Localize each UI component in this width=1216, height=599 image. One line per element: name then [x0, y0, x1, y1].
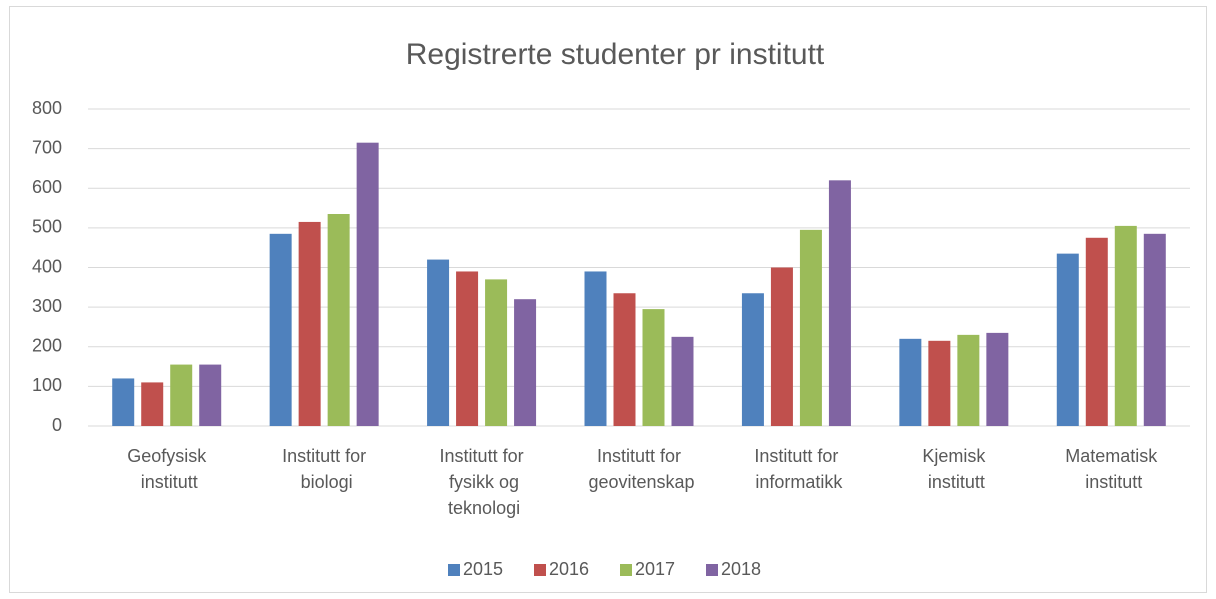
bar [170, 364, 193, 426]
legend-swatch [706, 564, 718, 576]
bar [485, 279, 508, 426]
bar [199, 364, 222, 426]
legend-swatch [448, 564, 460, 576]
bar [269, 233, 292, 426]
x-tick-label: Institutt for informatikk [750, 446, 843, 492]
bar [456, 271, 479, 426]
chart-frame [9, 6, 1207, 593]
bar [899, 338, 922, 426]
bar [327, 214, 350, 426]
bar [298, 221, 321, 426]
y-tick-label: 700 [32, 137, 62, 157]
bar [427, 259, 450, 426]
bar [828, 180, 851, 426]
bar [770, 267, 793, 426]
bar [799, 229, 822, 426]
bar [642, 309, 665, 426]
y-tick-label: 300 [32, 296, 62, 316]
bar [928, 340, 951, 426]
bar [356, 142, 379, 426]
legend-label: 2016 [549, 559, 589, 579]
bar [1143, 233, 1166, 426]
legend-swatch [534, 564, 546, 576]
bar [584, 271, 607, 426]
y-tick-label: 0 [52, 415, 62, 435]
bar [514, 299, 537, 426]
x-tick-label: Institutt for biologi [282, 446, 366, 492]
x-tick-label: Institutt for geovitenskap [583, 446, 694, 492]
y-tick-label: 200 [32, 336, 62, 356]
y-tick-label: 800 [32, 98, 62, 118]
bar [112, 378, 135, 426]
bar [741, 293, 764, 426]
legend-label: 2018 [721, 559, 761, 579]
y-tick-label: 400 [32, 256, 62, 276]
bar [1114, 225, 1137, 426]
bar [986, 332, 1009, 426]
bar [141, 382, 164, 426]
chart-title: Registrerte studenter pr institutt [406, 38, 825, 71]
x-tick-label: Institutt for fysikk og teknologi [440, 446, 524, 518]
y-tick-label: 100 [32, 375, 62, 395]
x-tick-label: Geofysisk institutt [127, 446, 207, 492]
bar [1056, 253, 1079, 426]
legend-swatch [620, 564, 632, 576]
bar [613, 293, 636, 426]
bar [957, 334, 980, 426]
y-tick-label: 600 [32, 177, 62, 197]
x-tick-label: Kjemisk institutt [922, 446, 986, 492]
bar [1085, 237, 1108, 426]
x-tick-label: Matematisk institutt [1065, 446, 1158, 492]
y-tick-label: 500 [32, 217, 62, 237]
legend-label: 2017 [635, 559, 675, 579]
legend-label: 2015 [463, 559, 503, 579]
bar [671, 336, 694, 426]
